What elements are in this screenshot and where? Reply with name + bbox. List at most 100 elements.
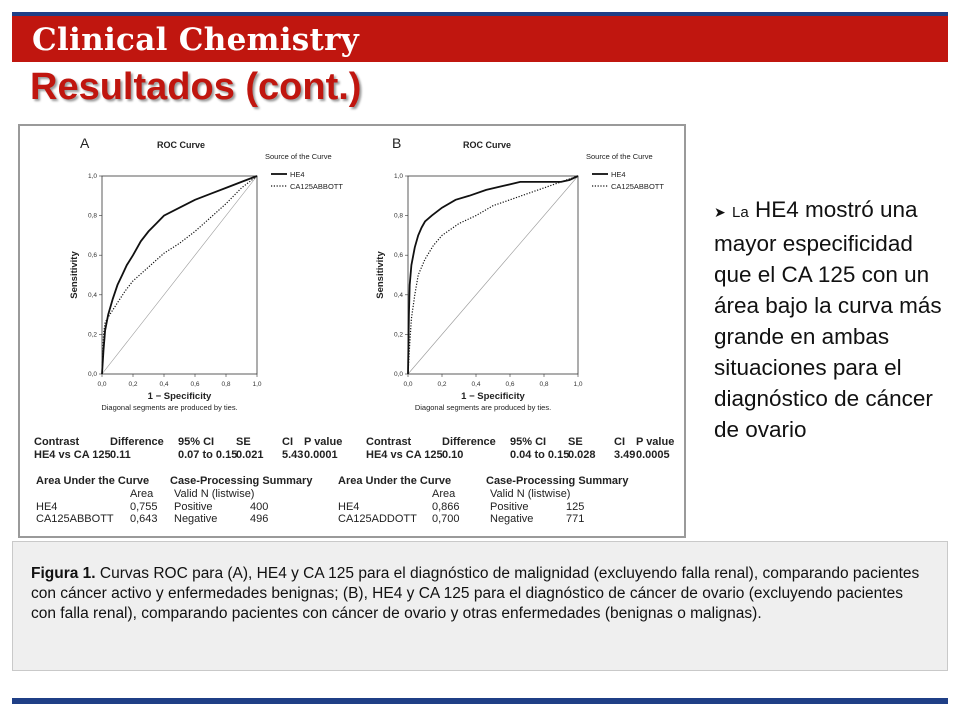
auc-row-name-b: HE4	[338, 501, 359, 513]
auc-row-value-b: 0,700	[432, 513, 460, 525]
chart-title-a: ROC Curve	[157, 140, 205, 150]
cases-row-value-a: 496	[250, 513, 268, 525]
cases-row-name-b: Positive	[490, 501, 529, 513]
contrast-cell-b: 3.49	[614, 449, 635, 461]
cases-col-b: Valid N (listwise)	[490, 488, 570, 500]
y-tick-label-b: 0,8	[394, 213, 403, 220]
x-tick-label-b: 0,2	[437, 381, 446, 388]
auc-col-a: Area	[130, 488, 154, 500]
roc-figure: A ROC Curve 0,0 0,2 0,4 0,6 0,8 1,0 0,0 0,2 0,4 0,6…	[34, 135, 674, 525]
x-tick-label-a: 0,0	[97, 381, 106, 388]
auc-row-name-a: CA125ABBOTT	[36, 513, 114, 525]
legend-title-b: Source of the Curve	[586, 152, 653, 161]
auc-title-b: Area Under the Curve	[338, 475, 451, 487]
bullet-arrow-icon: ➤	[714, 204, 726, 220]
caption-text: Curvas ROC para (A), HE4 y CA 125 para e…	[31, 565, 920, 622]
y-tick-label-a: 0,8	[88, 213, 97, 220]
y-tick-label-b: 1,0	[394, 173, 403, 180]
contrast-cell-b: 0.04 to 0.15	[510, 449, 569, 461]
chart-note-b: Diagonal segments are produced by ties.	[415, 403, 551, 412]
contrast-header-b: Contrast	[366, 436, 412, 448]
legend-label-a: CA125ABBOTT	[290, 182, 343, 191]
y-tick-label-b: 0,4	[394, 292, 403, 299]
y-tick-label-a: 0,0	[88, 371, 97, 378]
auc-row-value-a: 0,755	[130, 501, 158, 513]
contrast-header-a: 95% CI	[178, 436, 214, 448]
footer-bar	[12, 698, 948, 704]
x-axis-label-b: 1 − Specificity	[461, 391, 525, 402]
y-tick-label-a: 0,2	[88, 331, 97, 338]
contrast-header-b: P value	[636, 436, 674, 448]
auc-title-a: Area Under the Curve	[36, 475, 149, 487]
contrast-cell-b: HE4 vs CA 125	[366, 449, 443, 461]
bullet-point: ➤ La HE4 mostró una mayor especificidad …	[714, 194, 950, 445]
y-tick-label-b: 0,0	[394, 371, 403, 378]
figure-caption: Figura 1. Curvas ROC para (A), HE4 y CA …	[12, 541, 948, 671]
y-tick-label-b: 0,2	[394, 331, 403, 338]
legend-label-b: HE4	[611, 170, 626, 179]
y-tick-label-a: 0,4	[88, 292, 97, 299]
contrast-header-a: P value	[304, 436, 342, 448]
reference-line-b	[407, 175, 579, 375]
x-tick-label-b: 1,0	[573, 381, 582, 388]
x-tick-label-b: 0,8	[539, 381, 548, 388]
series-line-he4-a	[101, 175, 258, 375]
contrast-cell-a: 0.021	[236, 449, 264, 461]
y-tick-label-a: 0,6	[88, 252, 97, 259]
panel-letter-b: B	[392, 135, 401, 151]
contrast-cell-a: 0.11	[110, 449, 131, 461]
series-line-he4-b	[407, 175, 579, 375]
x-tick-label-b: 0,6	[505, 381, 514, 388]
x-tick-label-a: 0,6	[190, 381, 199, 388]
auc-row-name-a: HE4	[36, 501, 57, 513]
x-axis-label-a: 1 − Specificity	[148, 391, 212, 402]
contrast-header-a: Contrast	[34, 436, 80, 448]
chart-title-b: ROC Curve	[463, 140, 511, 150]
contrast-header-b: CI	[614, 436, 625, 448]
series-line-ca125abbott-b	[407, 175, 579, 375]
y-axis-label-b: Sensitivity	[375, 251, 386, 299]
contrast-cell-a: 5.43	[282, 449, 303, 461]
contrast-header-a: CI	[282, 436, 293, 448]
contrast-cell-a: 0.07 to 0.15	[178, 449, 237, 461]
cases-title-b: Case-Processing Summary	[486, 475, 629, 487]
figure-frame: A ROC Curve 0,0 0,2 0,4 0,6 0,8 1,0 0,0 0,2 0,4 0,6…	[18, 124, 686, 538]
series-line-ca125abbott-a	[101, 175, 258, 375]
bullet-text: HE4 mostró una mayor especificidad que e…	[714, 197, 942, 442]
legend-label-a: HE4	[290, 170, 305, 179]
journal-brand: Clinical Chemistry	[32, 22, 360, 58]
cases-row-name-a: Negative	[174, 513, 217, 525]
caption-label: Figura 1.	[31, 565, 96, 582]
cases-row-name-b: Negative	[490, 513, 533, 525]
contrast-header-b: 95% CI	[510, 436, 546, 448]
contrast-cell-a: HE4 vs CA 125	[34, 449, 111, 461]
contrast-header-b: Difference	[442, 436, 496, 448]
legend-title-a: Source of the Curve	[265, 152, 332, 161]
x-tick-label-a: 0,8	[221, 381, 230, 388]
cases-row-value-a: 400	[250, 501, 268, 513]
x-tick-label-a: 0,2	[128, 381, 137, 388]
contrast-cell-b: 0.10	[442, 449, 463, 461]
cases-col-a: Valid N (listwise)	[174, 488, 254, 500]
auc-row-name-b: CA125ADDOTT	[338, 513, 417, 525]
x-tick-label-a: 0,4	[159, 381, 168, 388]
contrast-cell-a: 0.0001	[304, 449, 338, 461]
cases-row-value-b: 771	[566, 513, 584, 525]
plot-area-b	[407, 175, 579, 375]
contrast-header-a: SE	[236, 436, 251, 448]
plot-area-a	[101, 175, 258, 375]
auc-row-value-b: 0,866	[432, 501, 460, 513]
x-tick-label-a: 1,0	[252, 381, 261, 388]
bullet-lead: La	[732, 204, 749, 221]
y-tick-label-a: 1,0	[88, 173, 97, 180]
contrast-header-a: Difference	[110, 436, 164, 448]
auc-col-b: Area	[432, 488, 456, 500]
cases-row-value-b: 125	[566, 501, 584, 513]
x-tick-label-b: 0,0	[403, 381, 412, 388]
header-bar: Clinical Chemistry	[12, 12, 948, 62]
x-tick-label-b: 0,4	[471, 381, 480, 388]
reference-line-a	[101, 175, 258, 375]
auc-row-value-a: 0,643	[130, 513, 158, 525]
y-axis-label-a: Sensitivity	[69, 251, 80, 299]
chart-note-a: Diagonal segments are produced by ties.	[101, 403, 237, 412]
